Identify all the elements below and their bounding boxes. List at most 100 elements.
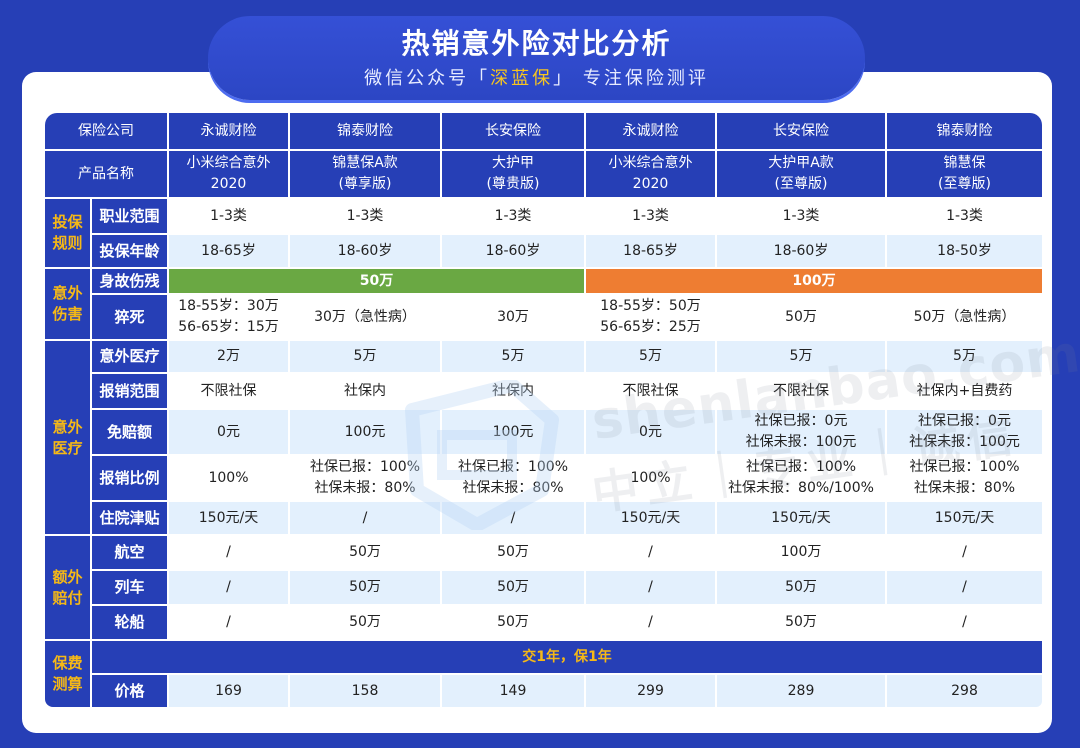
product-name: 锦慧保 xyxy=(943,155,986,171)
cell-line: 社保已报：100% xyxy=(745,459,857,475)
table-cell: / xyxy=(586,536,715,569)
table-cell: 100万 xyxy=(717,536,885,569)
product-name: 小米综合意外 xyxy=(186,155,271,171)
group-label-medical: 意外 医疗 xyxy=(45,341,90,534)
cell-line: 100元 xyxy=(492,423,534,440)
table-cell: 18-60岁 xyxy=(717,235,885,267)
table-cell: / xyxy=(586,571,715,604)
cell-line: 50万 xyxy=(785,308,817,325)
group-label-extra: 额外 赔付 xyxy=(45,536,90,639)
table-cell: 18-55岁：50万 56-65岁：25万 xyxy=(586,295,715,339)
cell-line: 100元 xyxy=(344,423,386,440)
table-cell: 50万 xyxy=(290,571,440,604)
brand-highlight: 深蓝保 xyxy=(490,68,554,89)
table-cell: 5万 xyxy=(586,341,715,372)
cell-line: 56-65岁：25万 xyxy=(600,319,701,335)
ratio-row: 报销比例 100% 社保已报：100% 社保未报：80% 社保已报：100% 社保未… xyxy=(45,456,1042,500)
product-version: (尊贵版) xyxy=(486,176,540,192)
table-cell: 18-55岁：30万 56-65岁：15万 xyxy=(169,295,288,339)
company-cell: 长安保险 xyxy=(442,113,584,149)
cell-line: 100% xyxy=(208,469,249,486)
deductible-row: 免赔额 0元 100元 100元 0元 社保已报：0元 社保未报：100元 社保已… xyxy=(45,410,1042,454)
company-cell: 锦泰财险 xyxy=(887,113,1042,149)
cell-line: 社保已报：100% xyxy=(309,459,421,475)
row-label: 轮船 xyxy=(92,606,167,639)
cell-line: 56-65岁：15万 xyxy=(178,319,279,335)
table-cell: 不限社保 xyxy=(169,374,288,408)
product-version: (尊享版) xyxy=(338,176,392,192)
row-label: 报销范围 xyxy=(92,374,167,408)
table-cell: / xyxy=(887,571,1042,604)
table-cell: 社保内 xyxy=(290,374,440,408)
product-name: 大护甲A款 xyxy=(768,155,834,171)
group-label-rules: 投保 规则 xyxy=(45,199,90,267)
table-cell: / xyxy=(169,536,288,569)
group-label-injury: 意外 伤害 xyxy=(45,269,90,339)
table-cell: 100% xyxy=(169,456,288,500)
medical-amount-row: 意外 医疗 意外医疗 2万 5万 5万 5万 5万 5万 xyxy=(45,341,1042,534)
product-row: 产品名称 小米综合意外 2020 锦慧保A款 (尊享版) 大护甲 (尊贵版) 小米综合… xyxy=(45,151,1042,197)
table-cell: 18-65岁 xyxy=(586,235,715,267)
row-label: 报销比例 xyxy=(92,456,167,500)
cell-line: 社保已报：100% xyxy=(909,459,1020,475)
term-note-row: 保费测算 交1年，保1年 xyxy=(45,641,1042,707)
table-cell: 1-3类 xyxy=(887,199,1042,233)
group-label-line: 意外 xyxy=(52,417,83,436)
cell-line: 0元 xyxy=(639,423,662,440)
cell-line: 0元 xyxy=(217,423,240,440)
company-cell: 永诚财险 xyxy=(169,113,288,149)
product-cell: 大护甲 (尊贵版) xyxy=(442,151,584,197)
group-label-line: 意外 xyxy=(52,284,83,302)
row-label: 职业范围 xyxy=(92,199,167,233)
company-cell: 永诚财险 xyxy=(586,113,715,149)
table-cell: 1-3类 xyxy=(717,199,885,233)
air-row: 额外 赔付 航空 / 50万 50万 / 100万 / xyxy=(45,536,1042,639)
table-cell: 0元 xyxy=(169,410,288,454)
table-cell: 50万 xyxy=(290,536,440,569)
product-version: 2020 xyxy=(210,176,247,192)
occupation-row: 投保 规则 职业范围 1-3类 1-3类 1-3类 1-3类 1-3类 1-3类 xyxy=(45,199,1042,267)
price-row: 价格 169 158 149 299 289 298 xyxy=(45,675,1042,707)
company-cell: 长安保险 xyxy=(717,113,885,149)
subtitle-prefix: 微信公众号「 xyxy=(364,68,491,89)
cell-line: 社保已报：0元 xyxy=(754,413,848,429)
table-cell: / xyxy=(586,606,715,639)
table-cell: 50万（急性病） xyxy=(887,295,1042,339)
table-cell: / xyxy=(442,502,584,534)
table-cell: 不限社保 xyxy=(717,374,885,408)
price-cell: 169 xyxy=(169,675,288,707)
cell-line: 社保未报：100元 xyxy=(745,434,857,450)
table-cell: 社保已报：0元 社保未报：100元 xyxy=(717,410,885,454)
table-cell: 50万 xyxy=(442,571,584,604)
table-cell: 18-60岁 xyxy=(442,235,584,267)
cell-line: 社保已报：100% xyxy=(457,459,569,475)
table-cell: 50万 xyxy=(717,295,885,339)
table-cell: 1-3类 xyxy=(290,199,440,233)
group-label-line: 测算 xyxy=(52,675,83,693)
price-cell: 158 xyxy=(290,675,440,707)
death-disability-row: 意外 伤害 身故伤残 50万 100万 xyxy=(45,269,1042,339)
product-name: 锦慧保A款 xyxy=(332,155,398,171)
price-cell: 299 xyxy=(586,675,715,707)
table-cell: 50万 xyxy=(717,606,885,639)
page-subtitle: 微信公众号「深蓝保」 专注保险测评 xyxy=(208,66,865,92)
company-row: 保险公司 永诚财险 锦泰财险 长安保险 永诚财险 长安保险 锦泰财险 xyxy=(45,113,1042,149)
group-label-premium: 保费 测算 xyxy=(45,641,90,707)
product-cell: 锦慧保 (至尊版) xyxy=(887,151,1042,197)
table-cell: 50万 xyxy=(290,606,440,639)
row-label: 住院津贴 xyxy=(92,502,167,534)
company-header: 保险公司 xyxy=(45,113,167,149)
product-version: (至尊版) xyxy=(774,176,828,192)
table-cell: 30万 xyxy=(442,295,584,339)
row-label: 列车 xyxy=(92,571,167,604)
table-cell: 社保已报：100% 社保未报：80% xyxy=(442,456,584,500)
product-cell: 小米综合意外 2020 xyxy=(586,151,715,197)
scope-row: 报销范围 不限社保 社保内 社保内 不限社保 不限社保 社保内+自费药 xyxy=(45,374,1042,408)
table-cell: 2万 xyxy=(169,341,288,372)
table-cell: 5万 xyxy=(442,341,584,372)
payment-term-note: 交1年，保1年 xyxy=(92,641,1042,673)
group-label-line: 保费 xyxy=(52,654,83,672)
row-label: 意外医疗 xyxy=(92,341,167,372)
table-cell: 100元 xyxy=(290,410,440,454)
group-label-line: 规则 xyxy=(52,234,83,252)
